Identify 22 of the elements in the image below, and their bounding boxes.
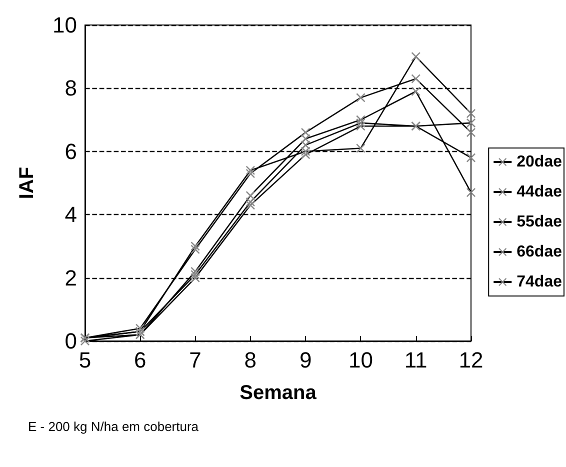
x-tick-label: 9 <box>299 348 312 372</box>
y-axis-title: IAF <box>16 166 38 200</box>
legend-label: 74dae <box>516 274 562 290</box>
y-tick-label: 4 <box>64 202 77 228</box>
y-tick-label: 6 <box>64 138 77 164</box>
x-tick-label: 5 <box>78 348 92 372</box>
y-tick-label: 2 <box>64 265 77 290</box>
x-tick-label: 11 <box>404 348 428 372</box>
x-tick-label: 6 <box>134 348 146 372</box>
legend-label: 66dae <box>516 244 562 260</box>
legend-label: 55dae <box>516 214 562 230</box>
legend-label: 44dae <box>516 184 562 200</box>
x-tick-label: 10 <box>348 348 373 372</box>
x-tick-label: 8 <box>244 348 257 372</box>
text: E - 200 kg N/ha em cobertura <box>28 419 200 434</box>
y-tick-label: 0 <box>64 328 77 354</box>
y-tick-label: 8 <box>64 76 77 101</box>
x-tick-label: 12 <box>458 348 484 372</box>
y-tick-label: 10 <box>52 12 77 38</box>
legend-label: 20dae <box>516 154 562 170</box>
x-axis-title: Semana <box>240 382 318 404</box>
x-tick-label: 7 <box>189 348 202 372</box>
